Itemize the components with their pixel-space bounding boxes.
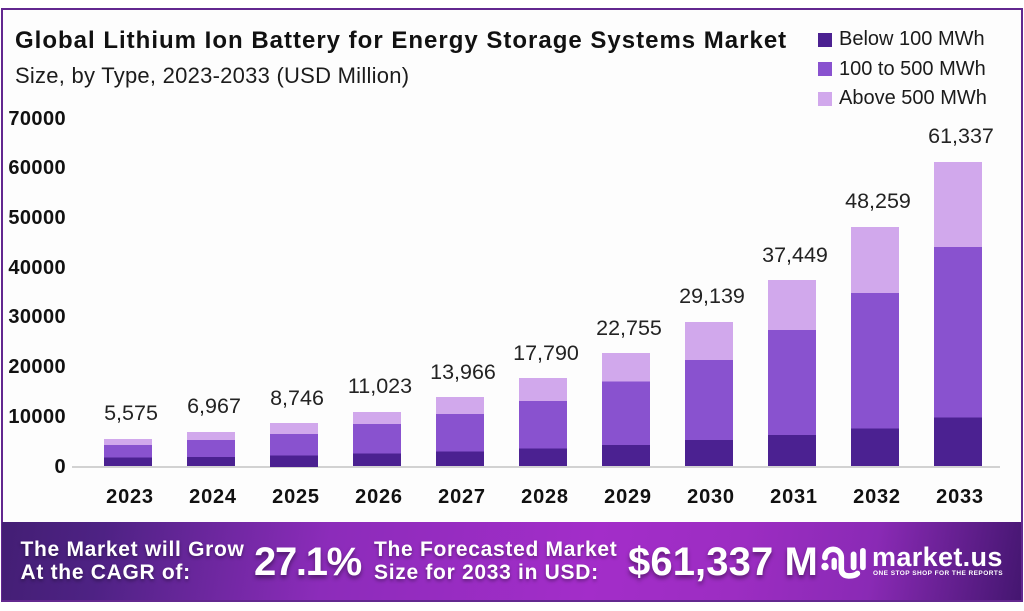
svg-text:market.us: market.us <box>872 542 1003 572</box>
svg-text:ONE STOP SHOP FOR THE REPORTS: ONE STOP SHOP FOR THE REPORTS <box>873 570 1003 577</box>
